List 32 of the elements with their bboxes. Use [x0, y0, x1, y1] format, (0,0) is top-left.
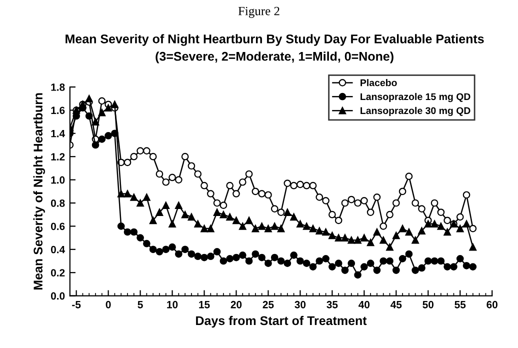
legend-label: Placebo: [360, 79, 397, 86]
x-tick-label: 0: [106, 300, 111, 308]
y-tick-label: 1.8: [51, 84, 65, 91]
x-tick-label: 50: [422, 300, 434, 308]
caption: Figure 2: [238, 6, 280, 18]
x-tick-label: 5: [138, 301, 143, 308]
x-tick-label: 30: [294, 300, 306, 308]
legend-label: Lansoprazole 15 mg QD: [360, 92, 470, 102]
y-tick-label: 0.0: [51, 292, 65, 300]
y-tick-label: 1.6: [51, 106, 65, 114]
y-tick-label: 0.2: [51, 269, 65, 276]
x-tick-label: 10: [167, 300, 178, 308]
y-tick-label: 0.4: [51, 246, 66, 254]
y-tick-label: 1.2: [51, 153, 65, 160]
x-tick-label: 20: [230, 300, 242, 308]
x-tick-label: 40: [358, 300, 370, 308]
x-tick-label: -5: [72, 301, 81, 308]
y-tick-label: 1.0: [51, 176, 65, 184]
x-tick-label: 25: [262, 300, 274, 308]
x-tick-label: 55: [454, 301, 466, 308]
x-tick-label: 45: [390, 301, 402, 308]
y-tick-label: 1.4: [51, 130, 66, 138]
x-tick-label: 60: [486, 300, 498, 308]
y-tick-label: 0.6: [51, 222, 65, 230]
chart-title: Mean Severity of Night Heartburn By Study Day For Evaluable Patients: [66, 34, 484, 46]
x-tick-label: 35: [326, 300, 338, 308]
x-axis-title: Days from Start of Treatment: [196, 316, 367, 328]
legend-label: Lansoprazole 30 mg QD: [360, 106, 470, 116]
chart-subtitle: (3=Severe, 2=Moderate, 1=Mild, 0=None): [156, 52, 394, 64]
y-tick-label: 0.8: [51, 200, 65, 207]
y-axis-title: Mean Severity of Night Heartburn: [33, 93, 46, 290]
x-tick-label: 15: [199, 301, 210, 308]
